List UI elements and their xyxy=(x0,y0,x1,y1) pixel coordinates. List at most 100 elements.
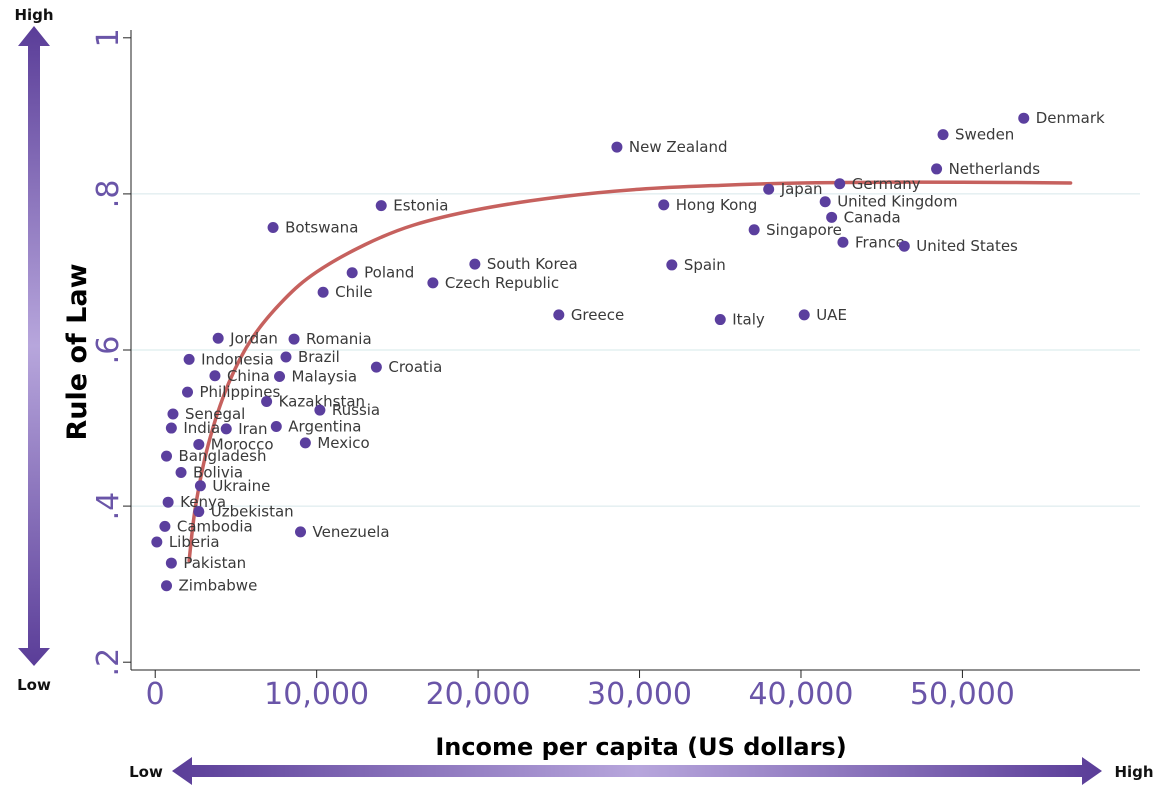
data-point-label: Czech Republic xyxy=(445,274,559,292)
data-point xyxy=(937,129,949,141)
data-point-label: Netherlands xyxy=(949,160,1041,178)
data-point-label: South Korea xyxy=(487,255,578,273)
data-point-group: Germany xyxy=(834,175,921,193)
data-point xyxy=(469,258,481,270)
data-point-label: India xyxy=(183,419,220,437)
data-point xyxy=(212,332,224,344)
data-point xyxy=(931,163,943,175)
data-point-group: Botswana xyxy=(267,218,358,236)
fit-curve-group xyxy=(187,180,1073,563)
data-point-group: Liberia xyxy=(151,533,220,551)
data-point-label: Kazakhstan xyxy=(279,393,365,411)
data-point-group: Greece xyxy=(553,306,624,324)
data-point-group: South Korea xyxy=(469,255,578,273)
data-point-label: Estonia xyxy=(393,197,448,215)
data-point-label: Liberia xyxy=(169,533,220,551)
data-point-label: Ukraine xyxy=(212,477,270,495)
x-tick-label: 50,000 xyxy=(910,677,1015,712)
data-point-label: Argentina xyxy=(288,417,361,435)
data-point-group: Italy xyxy=(714,311,765,329)
data-point-label: Russia xyxy=(332,401,380,419)
data-point-group: Jordan xyxy=(212,329,278,347)
data-point-group: Senegal xyxy=(167,405,245,423)
data-point-group: United States xyxy=(898,237,1018,255)
data-point-group: Japan xyxy=(763,180,823,198)
data-point-label: New Zealand xyxy=(629,138,728,156)
data-point xyxy=(611,141,623,153)
data-point xyxy=(346,267,358,279)
data-point-group: Spain xyxy=(666,256,726,274)
data-point-label: Hong Kong xyxy=(676,196,758,214)
data-point xyxy=(837,236,849,248)
data-point xyxy=(159,520,171,532)
data-point-group: Kazakhstan xyxy=(261,393,365,411)
gridlines xyxy=(131,193,1140,507)
data-points: Denmark Sweden Netherlands New Zealand Germa… xyxy=(151,109,1105,595)
data-point-label: Indonesia xyxy=(201,350,274,368)
x-tick-label: 10,000 xyxy=(264,677,369,712)
data-point-label: Germany xyxy=(852,175,921,193)
x-direction-arrow: Low High xyxy=(129,757,1154,785)
data-point-group: Poland xyxy=(346,264,414,282)
data-point-group: Brazil xyxy=(280,348,340,366)
x-arrow-high-label: High xyxy=(1114,763,1153,781)
y-ticks: .2 .4 .6 .8 1 xyxy=(91,28,131,677)
data-point-group: India xyxy=(165,419,220,437)
data-point-group: Croatia xyxy=(370,358,442,376)
data-point-group: Zimbabwe xyxy=(161,577,257,595)
data-point xyxy=(299,437,311,449)
data-point xyxy=(317,286,329,298)
data-point-group: Ukraine xyxy=(194,477,270,495)
data-point-label: Mexico xyxy=(317,434,369,452)
data-point-label: United States xyxy=(916,237,1018,255)
data-point-group: United Kingdom xyxy=(819,193,958,211)
data-point-label: Iran xyxy=(238,420,267,438)
data-point-group: Iran xyxy=(220,420,268,438)
data-point-label: Bolivia xyxy=(193,464,243,482)
data-point-label: Jordan xyxy=(229,329,278,347)
data-point-label: Malaysia xyxy=(292,368,358,386)
data-point-group: Russia xyxy=(314,401,380,419)
x-axis-title: Income per capita (US dollars) xyxy=(435,733,846,761)
data-point xyxy=(280,351,292,363)
x-tick-label: 20,000 xyxy=(426,677,531,712)
x-ticks: 0 10,000 20,000 30,000 40,000 50,000 xyxy=(146,670,1015,712)
x-tick-label: 0 xyxy=(146,677,165,712)
data-point xyxy=(161,580,173,592)
data-point xyxy=(220,423,232,435)
data-point-group: UAE xyxy=(798,306,847,324)
data-point-group: Uzbekistan xyxy=(193,503,294,521)
data-point-group: Singapore xyxy=(748,221,842,239)
y-tick-label: .6 xyxy=(91,336,126,365)
data-point-group: Canada xyxy=(826,208,901,226)
x-arrow-low-label: Low xyxy=(129,763,163,781)
data-point-label: Senegal xyxy=(185,405,245,423)
data-point xyxy=(165,422,177,434)
data-point-group: China xyxy=(209,367,270,385)
fit-curve xyxy=(187,180,1073,563)
y-tick-label: .2 xyxy=(91,648,126,677)
data-point xyxy=(748,224,760,236)
data-point-group: Mexico xyxy=(299,434,370,452)
y-arrow-shape xyxy=(18,26,50,666)
data-point xyxy=(658,199,670,211)
y-tick-label: .4 xyxy=(91,492,126,521)
data-point-label: Uzbekistan xyxy=(211,503,294,521)
data-point xyxy=(666,259,678,271)
data-point-label: United Kingdom xyxy=(837,193,957,211)
data-point-group: Philippines xyxy=(182,383,281,401)
data-point-group: Pakistan xyxy=(165,554,246,572)
data-point xyxy=(375,200,387,212)
data-point-label: Pakistan xyxy=(183,554,246,572)
data-point xyxy=(834,178,846,190)
data-point-label: Venezuela xyxy=(313,523,390,541)
data-point-label: Romania xyxy=(306,330,372,348)
y-arrow-high-label: High xyxy=(14,6,53,24)
data-point-label: Canada xyxy=(844,208,901,226)
data-point-group: Kenya xyxy=(162,493,226,511)
data-point xyxy=(209,370,221,382)
data-point-group: Bolivia xyxy=(175,464,243,482)
data-point xyxy=(167,408,179,420)
data-point xyxy=(1018,112,1030,124)
data-point xyxy=(165,557,177,569)
